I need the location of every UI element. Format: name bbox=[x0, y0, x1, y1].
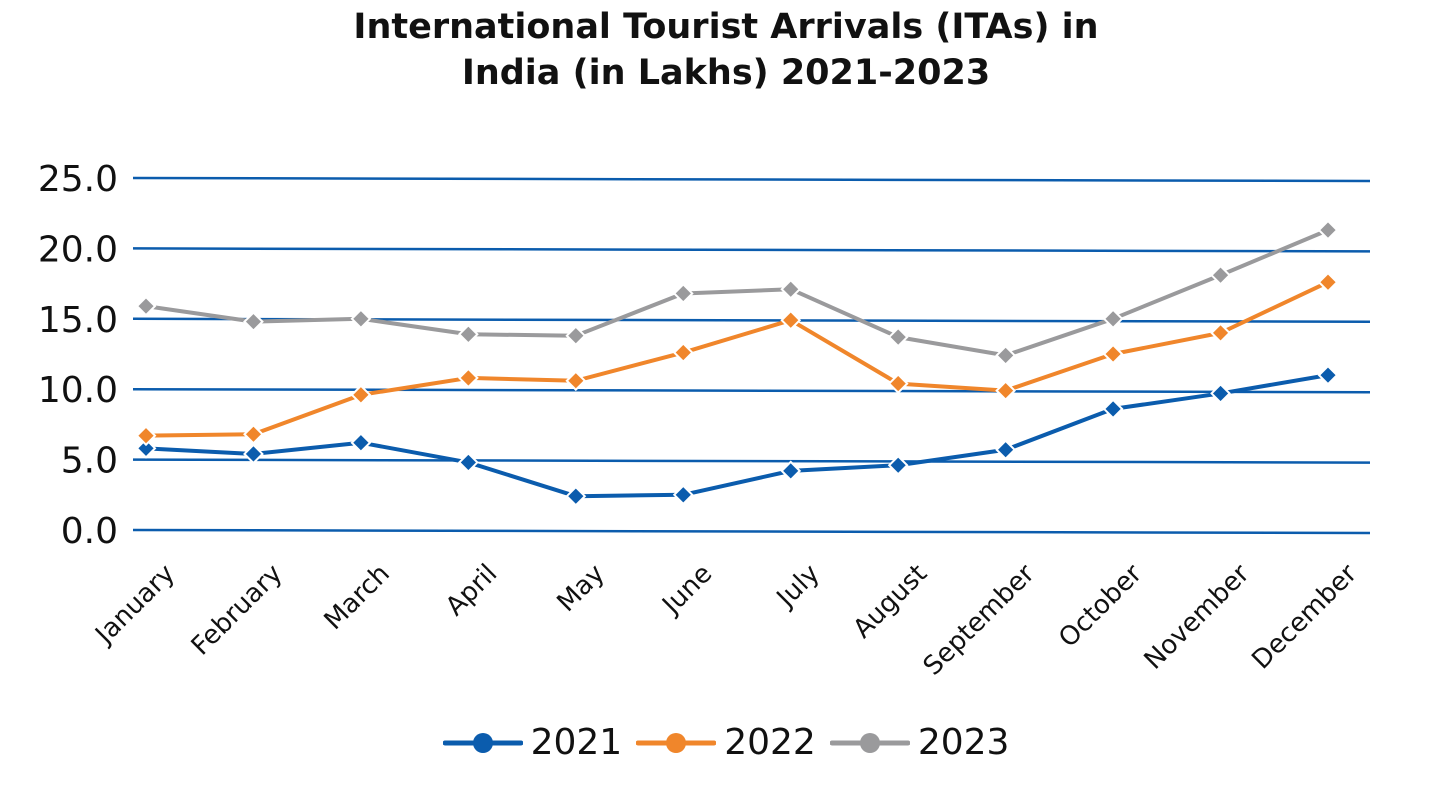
x-tick-label: March bbox=[319, 559, 396, 636]
legend-swatch bbox=[829, 732, 910, 753]
legend-item: 2021 bbox=[442, 722, 623, 763]
y-tick-label: 5.0 bbox=[61, 441, 118, 482]
data-point bbox=[135, 425, 157, 447]
x-tick-label: August bbox=[848, 559, 934, 645]
legend-swatch-marker bbox=[666, 732, 687, 753]
data-point bbox=[1210, 322, 1231, 344]
legend-swatch-marker bbox=[859, 732, 880, 753]
data-point bbox=[1317, 271, 1339, 293]
data-point bbox=[1317, 364, 1339, 386]
data-point bbox=[995, 439, 1017, 461]
data-point bbox=[243, 423, 264, 445]
chart-title-line-1: International Tourist Arrivals (ITAs) in bbox=[353, 7, 1099, 47]
gridline bbox=[132, 458, 1371, 464]
series-line bbox=[145, 373, 1329, 499]
data-point bbox=[887, 373, 909, 394]
legend-swatch-marker bbox=[472, 732, 493, 753]
data-point bbox=[457, 452, 479, 473]
data-point bbox=[1317, 219, 1339, 241]
data-point bbox=[565, 370, 587, 392]
chart-title: International Tourist Arrivals (ITAs) in… bbox=[0, 4, 1452, 96]
x-tick-label: July bbox=[770, 559, 826, 615]
y-tick-label: 15.0 bbox=[38, 300, 118, 341]
x-tick-label: February bbox=[186, 559, 289, 662]
data-point bbox=[350, 308, 372, 330]
x-tick-label: May bbox=[552, 559, 611, 618]
data-point bbox=[887, 326, 909, 348]
x-tick-label: December bbox=[1246, 559, 1363, 676]
legend-label: 2022 bbox=[724, 722, 816, 763]
data-point bbox=[457, 367, 479, 389]
series-2023 bbox=[135, 219, 1339, 366]
y-tick-label: 10.0 bbox=[38, 370, 118, 411]
series-line bbox=[145, 228, 1329, 358]
chart-title-line-2: India (in Lakhs) 2021-2023 bbox=[461, 53, 991, 93]
data-point bbox=[672, 342, 694, 364]
x-tick-label: November bbox=[1139, 559, 1256, 676]
data-point bbox=[780, 278, 802, 300]
legend-swatch bbox=[636, 732, 717, 753]
data-point bbox=[243, 443, 264, 465]
y-tick-label: 0.0 bbox=[61, 511, 118, 552]
y-tick-label: 25.0 bbox=[38, 159, 118, 200]
data-point bbox=[780, 460, 802, 482]
data-point bbox=[135, 437, 157, 459]
gridlines bbox=[132, 176, 1371, 535]
series-2022 bbox=[135, 271, 1339, 447]
data-point bbox=[995, 344, 1017, 366]
x-axis-tick-labels: January February March April May June July Augu… bbox=[89, 559, 1364, 682]
data-point bbox=[565, 485, 587, 507]
data-point bbox=[1210, 264, 1231, 286]
y-axis-tick-labels: 0.0 5.0 10.0 15.0 20.0 25.0 bbox=[38, 159, 118, 552]
legend-swatch bbox=[442, 732, 523, 753]
data-point bbox=[672, 283, 694, 304]
y-tick-label: 20.0 bbox=[38, 229, 118, 270]
data-point bbox=[1210, 383, 1231, 404]
data-point bbox=[887, 454, 909, 476]
gridline bbox=[132, 387, 1371, 394]
data-point bbox=[1102, 308, 1124, 330]
data-point bbox=[1102, 398, 1124, 420]
series-2021 bbox=[135, 364, 1339, 507]
gridline bbox=[132, 247, 1371, 253]
legend-item: 2023 bbox=[829, 722, 1010, 763]
data-point bbox=[565, 325, 587, 347]
legend-label: 2023 bbox=[917, 722, 1010, 763]
gridline bbox=[132, 528, 1371, 535]
data-point bbox=[350, 384, 372, 406]
x-tick-label: April bbox=[440, 559, 503, 622]
legend: 2021 2022 2023 bbox=[0, 722, 1452, 763]
series-line bbox=[145, 280, 1329, 438]
x-tick-label: January bbox=[89, 559, 181, 651]
data-point bbox=[135, 295, 157, 317]
x-tick-label: June bbox=[656, 559, 719, 622]
x-tick-label: October bbox=[1053, 559, 1148, 654]
gridline bbox=[132, 176, 1371, 183]
data-point bbox=[995, 380, 1017, 402]
data-point bbox=[350, 432, 372, 454]
data-point bbox=[780, 309, 802, 331]
legend-label: 2021 bbox=[530, 722, 623, 763]
legend-item: 2022 bbox=[636, 722, 816, 763]
series-group bbox=[135, 219, 1339, 507]
data-point bbox=[1102, 343, 1124, 365]
data-point bbox=[243, 311, 264, 333]
data-point bbox=[457, 323, 479, 345]
x-tick-label: September bbox=[918, 559, 1041, 682]
data-point bbox=[672, 484, 694, 506]
